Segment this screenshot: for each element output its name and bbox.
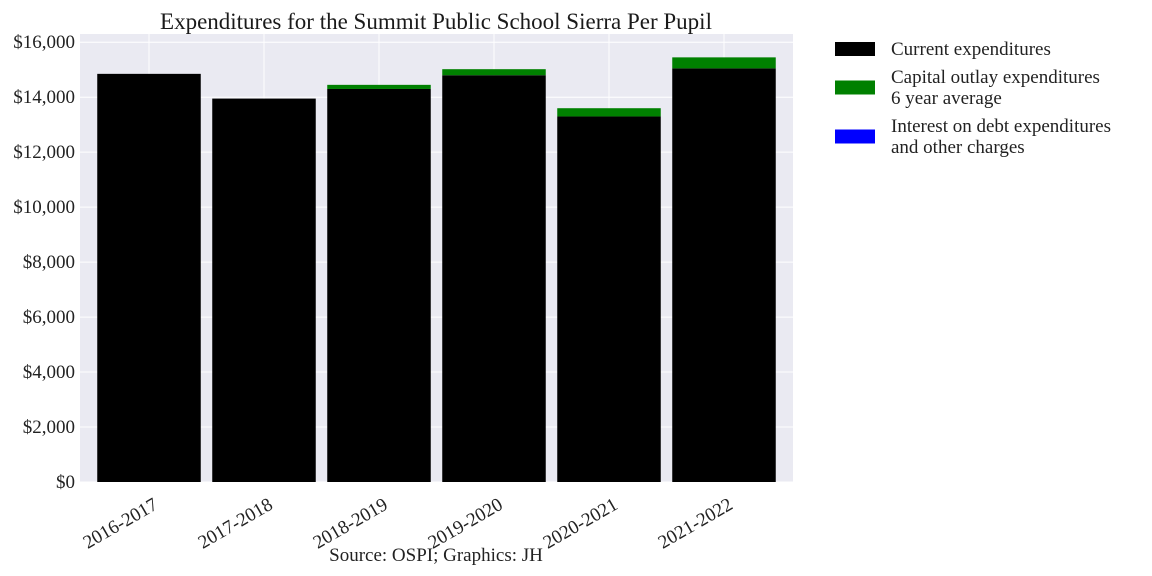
legend-swatch-1 [835,80,875,95]
y-tick-label: $6,000 [23,307,75,328]
x-tick-label: 2016-2017 [80,494,162,553]
bar-series1-2020-2021 [557,108,661,117]
y-tick-label: $14,000 [13,87,75,108]
bar-series0-2019-2020 [442,75,546,483]
legend-label-1: 6 year average [891,88,1002,109]
bar-series1-2019-2020 [442,69,546,76]
x-tick-label: 2021-2022 [655,494,737,553]
legend-swatch-2 [835,129,875,144]
legend-label-2: Interest on debt expenditures [891,116,1111,137]
chart-title: Expenditures for the Summit Public Schoo… [160,9,712,34]
y-tick-label: $4,000 [23,362,75,383]
legend-label-2: and other charges [891,137,1025,158]
bar-series0-2016-2017 [97,73,201,483]
bar-series0-2018-2019 [327,88,431,482]
legend-label-0: Current expenditures [891,39,1051,60]
legend-swatch-0 [835,42,875,56]
x-tick-label: 2017-2018 [195,494,277,553]
y-tick-label: $12,000 [13,142,75,163]
y-tick-label: $10,000 [13,197,75,218]
bar-series0-2020-2021 [557,116,661,483]
legend-label-1: Capital outlay expenditures [891,67,1100,88]
bar-series1-2018-2019 [327,84,431,89]
x-tick-label: 2020-2021 [540,494,622,553]
y-tick-label: $16,000 [13,32,75,53]
y-tick-label: $8,000 [23,252,75,273]
bar-series0-2017-2018 [212,98,316,482]
bar-series0-2021-2022 [672,68,776,482]
y-axis-ticks: $0 $2,000 $4,000 $6,000 $8,000 $10,000 $12,000… [13,32,75,493]
bar-series1-2021-2022 [672,57,776,69]
source-caption: Source: OSPI; Graphics: JH [329,545,543,566]
y-tick-label: $0 [56,472,75,493]
legend: Current expenditures Capital outlay expen… [835,39,1111,158]
bars [97,57,776,483]
y-tick-label: $2,000 [23,417,75,438]
